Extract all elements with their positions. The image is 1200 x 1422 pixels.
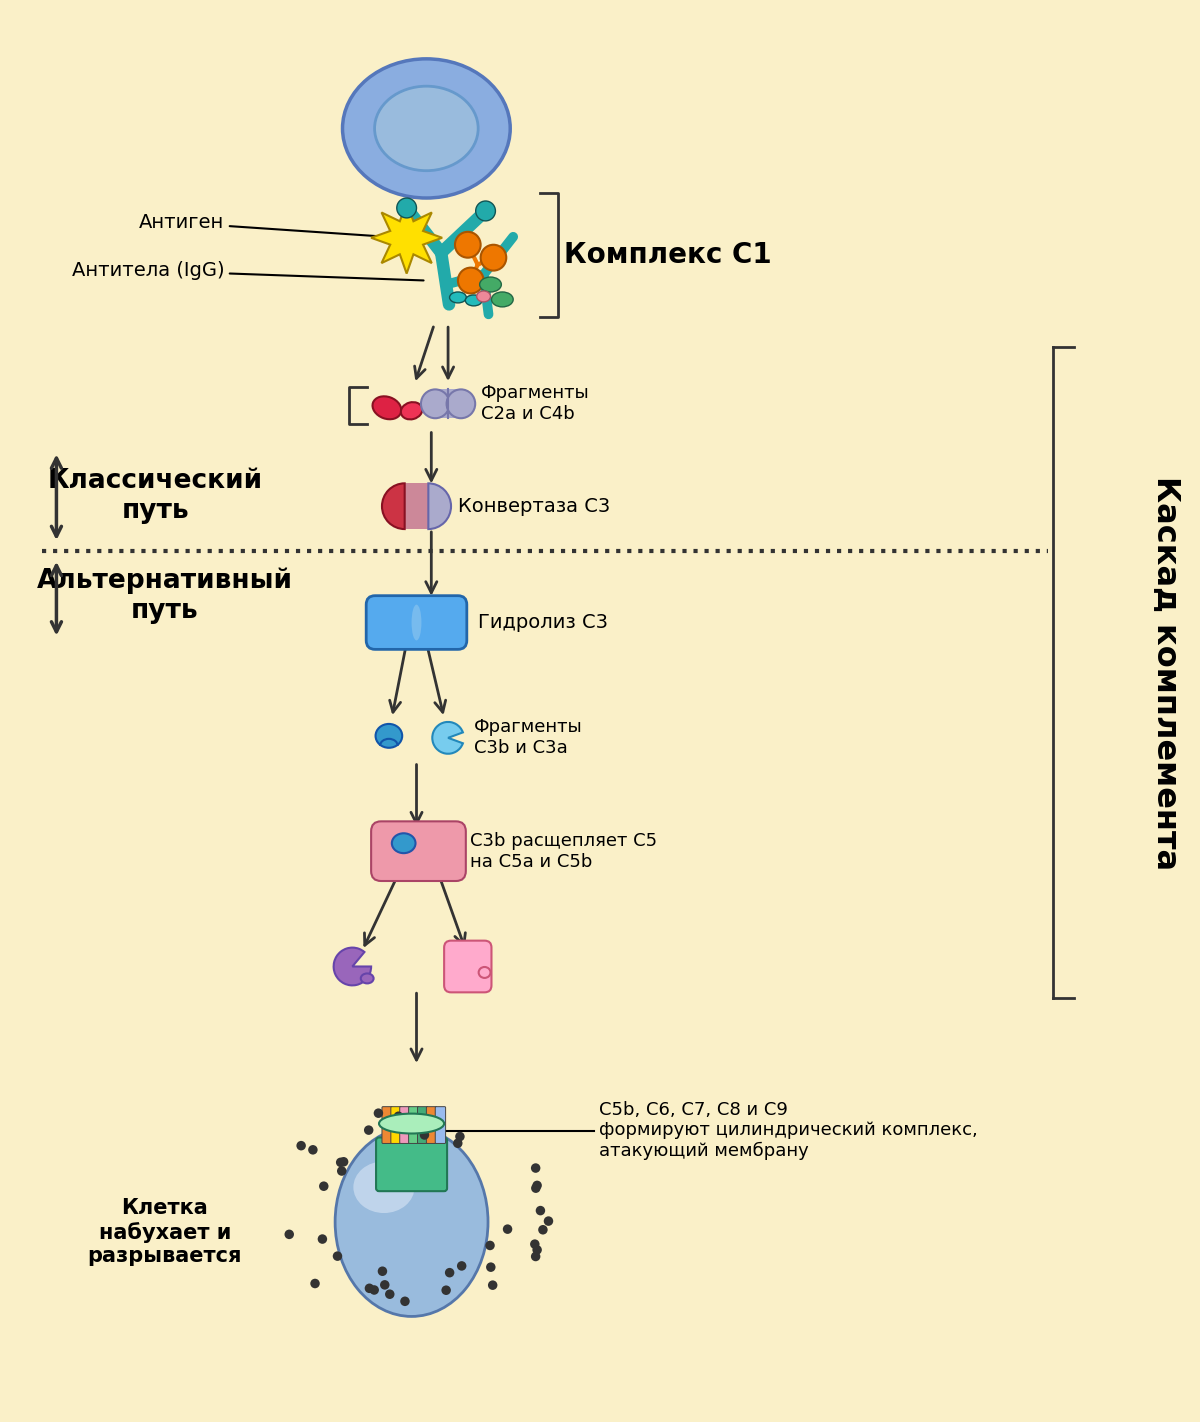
Wedge shape [428,483,451,529]
Circle shape [544,1216,553,1226]
Circle shape [318,1234,328,1244]
Circle shape [370,1285,379,1295]
Circle shape [530,1251,540,1261]
Circle shape [336,1158,346,1167]
Ellipse shape [476,292,491,301]
Text: Клетка
набухает и
разрывается: Клетка набухает и разрывается [88,1199,242,1266]
Circle shape [503,1224,512,1234]
Circle shape [533,1246,542,1254]
Circle shape [401,1297,409,1305]
Circle shape [538,1224,547,1234]
Ellipse shape [374,87,478,171]
Circle shape [445,1268,455,1277]
Circle shape [364,1125,373,1135]
FancyBboxPatch shape [366,596,467,650]
Ellipse shape [401,402,422,419]
Ellipse shape [492,292,514,307]
Circle shape [385,1290,395,1298]
Text: Конвертаза С3: Конвертаза С3 [458,496,610,516]
Ellipse shape [335,1128,488,1317]
Ellipse shape [392,833,415,853]
Circle shape [421,390,450,418]
Circle shape [454,1139,462,1148]
Ellipse shape [450,292,467,303]
FancyBboxPatch shape [391,1106,401,1143]
Wedge shape [334,947,371,985]
FancyBboxPatch shape [436,1106,445,1143]
Circle shape [530,1163,540,1173]
Circle shape [485,1240,494,1250]
Text: Антитела (IgG): Антитела (IgG) [72,262,424,280]
Bar [436,390,461,418]
Text: Фрагменты
С2a и С4b: Фрагменты С2a и С4b [481,384,589,424]
Text: Гидролиз С3: Гидролиз С3 [478,613,607,631]
Circle shape [488,1280,498,1290]
FancyBboxPatch shape [409,1106,419,1143]
Circle shape [394,1112,403,1121]
Text: Классический
путь: Классический путь [48,468,263,525]
Circle shape [332,1251,342,1261]
Text: Фрагменты
С3b и С3a: Фрагменты С3b и С3a [474,718,582,758]
Text: С3b расщепляет С5
на С5a и С5b: С3b расщепляет С5 на С5a и С5b [469,832,656,870]
Circle shape [446,390,475,418]
Ellipse shape [376,724,402,748]
Text: С5b, С6, С7, С8 и С9
формируют цилиндрический комплекс,
атакующий мембрану: С5b, С6, С7, С8 и С9 формируют цилиндрич… [599,1101,978,1160]
Wedge shape [382,483,404,529]
FancyBboxPatch shape [426,1106,437,1143]
FancyBboxPatch shape [371,822,466,882]
Polygon shape [371,202,442,273]
Circle shape [532,1183,540,1193]
Circle shape [481,245,506,270]
Text: Альтернативный
путь: Альтернативный путь [37,567,293,624]
Circle shape [455,1132,464,1142]
Ellipse shape [372,397,401,419]
Wedge shape [432,722,463,754]
Ellipse shape [412,604,421,640]
Ellipse shape [480,277,502,292]
Circle shape [530,1240,540,1249]
Text: Каскад комплемента: Каскад комплемента [1151,476,1182,870]
FancyBboxPatch shape [382,1106,392,1143]
Circle shape [319,1182,329,1192]
Ellipse shape [353,1162,414,1213]
Bar [404,483,428,529]
Circle shape [296,1140,306,1150]
Circle shape [458,267,484,293]
FancyBboxPatch shape [418,1106,428,1143]
FancyBboxPatch shape [376,1138,448,1192]
FancyBboxPatch shape [400,1106,410,1143]
Circle shape [311,1278,319,1288]
Circle shape [308,1145,318,1155]
Circle shape [380,1280,390,1290]
Circle shape [284,1230,294,1239]
Ellipse shape [342,58,510,198]
Circle shape [457,1261,467,1271]
Ellipse shape [466,294,482,306]
FancyBboxPatch shape [444,940,492,993]
Circle shape [486,1263,496,1271]
Ellipse shape [479,967,491,978]
Circle shape [455,232,481,257]
Circle shape [533,1180,542,1190]
Ellipse shape [379,1113,444,1133]
Text: Антиген: Антиген [139,213,398,237]
Circle shape [397,198,416,218]
Circle shape [365,1284,374,1293]
Circle shape [420,1130,430,1140]
Circle shape [337,1166,347,1176]
Circle shape [535,1206,545,1216]
Circle shape [373,1108,383,1118]
Circle shape [378,1267,388,1276]
Circle shape [442,1285,451,1295]
Circle shape [475,201,496,220]
Text: Комплекс С1: Комплекс С1 [564,240,772,269]
Circle shape [338,1158,348,1166]
Ellipse shape [361,974,373,984]
